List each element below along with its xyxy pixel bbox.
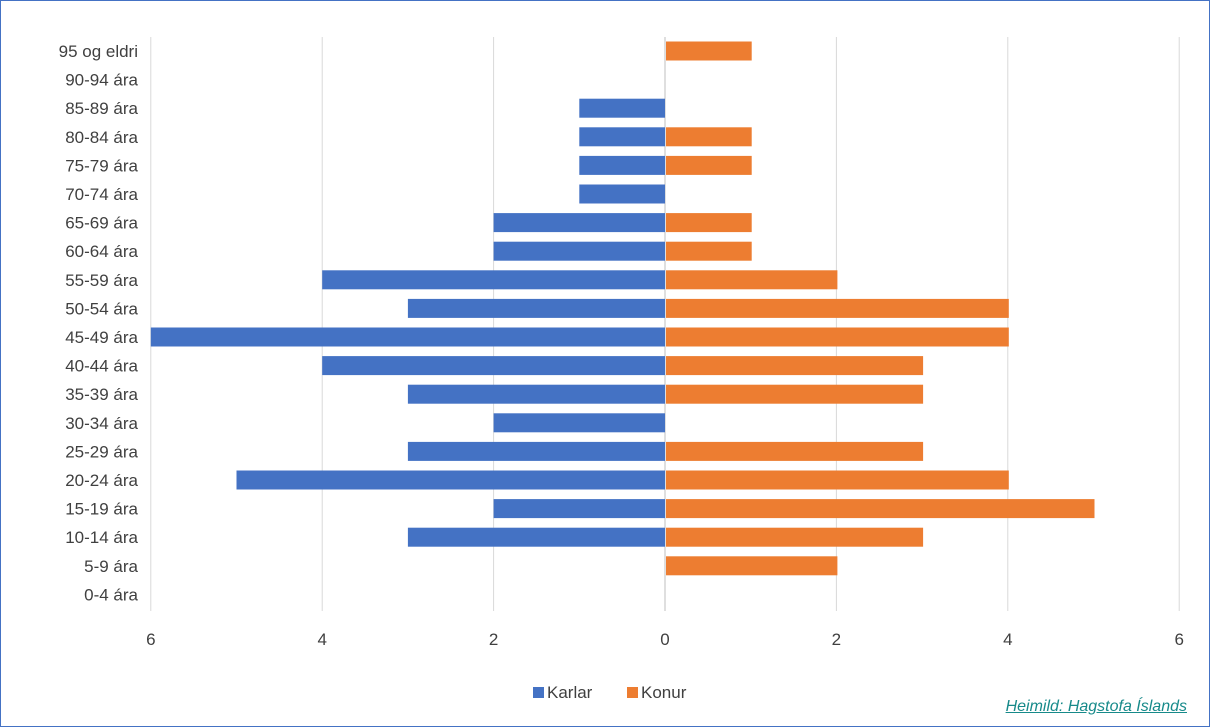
bar-karlar: [407, 527, 665, 547]
legend-label-konur: Konur: [641, 683, 687, 702]
bar-karlar: [579, 98, 665, 118]
bar-konur: [666, 241, 752, 261]
bar-konur: [666, 213, 752, 233]
bar-konur: [666, 155, 752, 175]
source-link[interactable]: Heimild: Hagstofa Íslands: [1005, 698, 1187, 715]
category-label: 40-44 ára: [65, 357, 138, 376]
x-tick-label: 0: [660, 630, 669, 649]
x-tick-labels: 6 4 2 0 2 4 6: [146, 630, 1184, 649]
bar-karlar: [407, 384, 665, 404]
category-label: 5-9 ára: [84, 557, 138, 576]
x-tick-label: 6: [1174, 630, 1183, 649]
bar-konur: [666, 470, 1009, 490]
bar-karlar: [493, 413, 665, 433]
bar-karlar: [407, 441, 665, 461]
bar-konur: [666, 499, 1095, 519]
x-tick-label: 4: [317, 630, 326, 649]
bar-karlar: [236, 470, 665, 490]
category-label: 25-29 ára: [65, 442, 138, 461]
bar-konur: [666, 327, 1009, 347]
category-label: 0-4 ára: [84, 585, 138, 604]
bar-karlar: [150, 327, 666, 347]
bar-karlar: [579, 184, 665, 204]
category-label: 60-64 ára: [65, 242, 138, 261]
category-label: 10-14 ára: [65, 528, 138, 547]
x-tick-label: 2: [832, 630, 841, 649]
bars: [150, 41, 1095, 576]
bar-konur: [666, 298, 1009, 318]
bar-konur: [666, 270, 838, 290]
category-label: 55-59 ára: [65, 271, 138, 290]
x-tick-label: 2: [489, 630, 498, 649]
legend: Karlar Konur: [533, 683, 687, 702]
category-label: 30-34 ára: [65, 414, 138, 433]
bar-karlar: [322, 356, 665, 376]
category-label: 45-49 ára: [65, 328, 138, 347]
category-label: 15-19 ára: [65, 500, 138, 519]
x-tick-label: 4: [1003, 630, 1012, 649]
category-label: 75-79 ára: [65, 156, 138, 175]
bar-konur: [666, 384, 924, 404]
legend-swatch-konur: [627, 687, 638, 698]
category-label: 50-54 ára: [65, 299, 138, 318]
category-label: 20-24 ára: [65, 471, 138, 490]
bar-karlar: [579, 127, 665, 147]
bar-karlar: [493, 499, 665, 519]
bar-karlar: [579, 155, 665, 175]
category-labels: 95 og eldri 90-94 ára 85-89 ára 80-84 ára 75…: [59, 42, 139, 604]
category-label: 85-89 ára: [65, 99, 138, 118]
category-label: 65-69 ára: [65, 214, 138, 233]
bar-karlar: [322, 270, 665, 290]
bar-konur: [666, 556, 838, 576]
bar-karlar: [493, 241, 665, 261]
legend-label-karlar: Karlar: [547, 683, 593, 702]
bar-konur: [666, 527, 924, 547]
bar-konur: [666, 41, 752, 61]
x-tick-label: 6: [146, 630, 155, 649]
bar-konur: [666, 441, 924, 461]
bar-konur: [666, 127, 752, 147]
category-label: 95 og eldri: [59, 42, 138, 61]
category-label: 80-84 ára: [65, 128, 138, 147]
legend-swatch-karlar: [533, 687, 544, 698]
bar-karlar: [493, 213, 665, 233]
bar-konur: [666, 356, 924, 376]
category-label: 70-74 ára: [65, 185, 138, 204]
bar-karlar: [407, 298, 665, 318]
gridlines: [150, 37, 1180, 611]
category-label: 90-94 ára: [65, 71, 138, 90]
category-label: 35-39 ára: [65, 385, 138, 404]
